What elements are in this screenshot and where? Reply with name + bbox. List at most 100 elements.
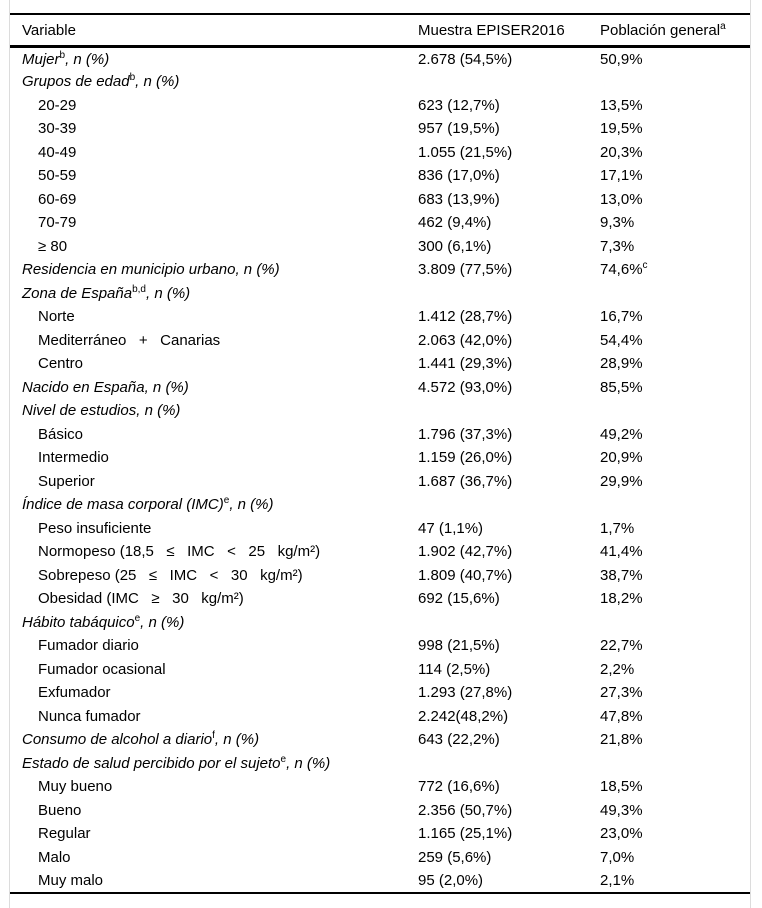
sample-value: 1.902 (42,7%)	[418, 543, 513, 561]
sample-cell: 2.678 (54,5%)	[418, 47, 600, 71]
variable-cell: Nivel de estudios, n (%)	[10, 399, 418, 423]
population-cell: 49,2%	[600, 423, 750, 447]
sample-cell: 1.687 (36,7%)	[418, 470, 600, 494]
table-row: Normopeso (18,5 ≤ IMC < 25 kg/m²) 1.902 …	[10, 540, 750, 564]
sample-cell: 998 (21,5%)	[418, 634, 600, 658]
sample-cell: 623 (12,7%)	[418, 94, 600, 118]
table-row: Grupos de edadb, n (%)	[10, 70, 750, 94]
sample-cell	[418, 70, 600, 94]
sample-cell: 643 (22,2%)	[418, 728, 600, 752]
population-cell: 20,9%	[600, 446, 750, 470]
variable-cell: Consumo de alcohol a diariof, n (%)	[10, 728, 418, 752]
population-value: 19,5%	[600, 120, 643, 138]
population-value: 23,0%	[600, 825, 643, 843]
population-cell: 41,4%	[600, 540, 750, 564]
table-row: Consumo de alcohol a diariof, n (%) 643 …	[10, 728, 750, 752]
sample-value: 2.356 (50,7%)	[418, 801, 513, 819]
sample-cell	[418, 493, 600, 517]
table-row: Bueno 2.356 (50,7%) 49,3%	[10, 799, 750, 823]
variable-label: Grupos de edad	[22, 73, 130, 91]
page-frame-left	[9, 0, 10, 908]
population-value: 50,9%	[600, 50, 643, 68]
sample-cell: 683 (13,9%)	[418, 188, 600, 212]
variable-label: Fumador diario	[38, 637, 139, 655]
population-value: 21,8%	[600, 731, 643, 749]
table-row: Muy bueno 772 (16,6%) 18,5%	[10, 775, 750, 799]
variable-label: Zona de España	[22, 284, 133, 302]
sample-value: 2.242(48,2%)	[418, 707, 509, 725]
sample-cell: 3.809 (77,5%)	[418, 258, 600, 282]
sample-value: 836 (17,0%)	[418, 167, 500, 185]
variable-cell: Superior	[10, 470, 418, 494]
table-header-row: Variable Muestra EPISER2016 Población ge…	[10, 13, 750, 48]
variable-label-tail: , n (%)	[235, 261, 280, 279]
variable-label: Consumo de alcohol a diario	[22, 731, 213, 749]
population-cell: 49,3%	[600, 799, 750, 823]
variable-label: Sobrepeso (25 ≤ IMC < 30 kg/m²)	[38, 566, 303, 584]
variable-label: Nunca fumador	[38, 707, 141, 725]
sample-value: 1.796 (37,3%)	[418, 425, 513, 443]
footnote-marker: e	[134, 612, 141, 624]
population-cell: 7,0%	[600, 846, 750, 870]
table-row: Peso insuficiente 47 (1,1%) 1,7%	[10, 517, 750, 541]
sample-cell: 1.055 (21,5%)	[418, 141, 600, 165]
variable-label: Nivel de estudios	[22, 402, 137, 420]
population-value: 17,1%	[600, 167, 643, 185]
table-row: Residencia en municipio urbano, n (%) 3.…	[10, 258, 750, 282]
variable-label: Superior	[38, 472, 95, 490]
sample-cell: 47 (1,1%)	[418, 517, 600, 541]
variable-label: 50-59	[38, 167, 77, 185]
population-cell: 2,1%	[600, 869, 750, 893]
population-cell	[600, 399, 750, 423]
table-row: 20-29 623 (12,7%) 13,5%	[10, 94, 750, 118]
population-value: 38,7%	[600, 566, 643, 584]
variable-cell: Malo	[10, 846, 418, 870]
population-cell: 54,4%	[600, 329, 750, 353]
population-value: 9,3%	[600, 214, 635, 232]
variable-label: Normopeso (18,5 ≤ IMC < 25 kg/m²)	[38, 543, 321, 561]
variable-label: Nacido en España	[22, 378, 145, 396]
sample-cell: 1.902 (42,7%)	[418, 540, 600, 564]
variable-cell: Exfumador	[10, 681, 418, 705]
variable-label: Muy malo	[38, 871, 104, 889]
variable-cell: Sobrepeso (25 ≤ IMC < 30 kg/m²)	[10, 564, 418, 588]
table-row: Fumador diario 998 (21,5%) 22,7%	[10, 634, 750, 658]
variable-label: 40-49	[38, 143, 77, 161]
variable-label: Regular	[38, 825, 91, 843]
table-row: Norte 1.412 (28,7%) 16,7%	[10, 305, 750, 329]
variable-cell: Regular	[10, 822, 418, 846]
variable-cell: 20-29	[10, 94, 418, 118]
variable-cell: 40-49	[10, 141, 418, 165]
population-cell: 1,7%	[600, 517, 750, 541]
sample-cell	[418, 282, 600, 306]
variable-label: 70-79	[38, 214, 77, 232]
footnote-marker: b	[59, 49, 66, 61]
sample-cell: 95 (2,0%)	[418, 869, 600, 893]
variable-label: ≥ 80	[38, 237, 68, 255]
population-value: 1,7%	[600, 519, 635, 537]
sample-value: 1.159 (26,0%)	[418, 449, 513, 467]
population-cell: 85,5%	[600, 376, 750, 400]
variable-label-tail: , n (%)	[135, 73, 180, 91]
sample-value: 1.165 (25,1%)	[418, 825, 513, 843]
sample-value: 300 (6,1%)	[418, 237, 492, 255]
sample-value: 957 (19,5%)	[418, 120, 500, 138]
population-value: 18,5%	[600, 778, 643, 796]
population-value: 7,0%	[600, 848, 635, 866]
table-row: 30-39 957 (19,5%) 19,5%	[10, 117, 750, 141]
sample-value: 683 (13,9%)	[418, 190, 500, 208]
variable-cell: Norte	[10, 305, 418, 329]
sample-value: 998 (21,5%)	[418, 637, 500, 655]
population-cell	[600, 752, 750, 776]
population-cell: 21,8%	[600, 728, 750, 752]
variable-label: Estado de salud percibido por el sujeto	[22, 754, 281, 772]
population-cell: 2,2%	[600, 658, 750, 682]
variable-label: Centro	[38, 355, 84, 373]
footnote-marker: c	[642, 260, 648, 272]
population-cell: 9,3%	[600, 211, 750, 235]
variable-label: Exfumador	[38, 684, 111, 702]
variable-cell: Índice de masa corporal (IMC)e, n (%)	[10, 493, 418, 517]
variable-label: Muy bueno	[38, 778, 113, 796]
sample-cell: 1.165 (25,1%)	[418, 822, 600, 846]
variable-label-tail: , n (%)	[214, 731, 260, 749]
